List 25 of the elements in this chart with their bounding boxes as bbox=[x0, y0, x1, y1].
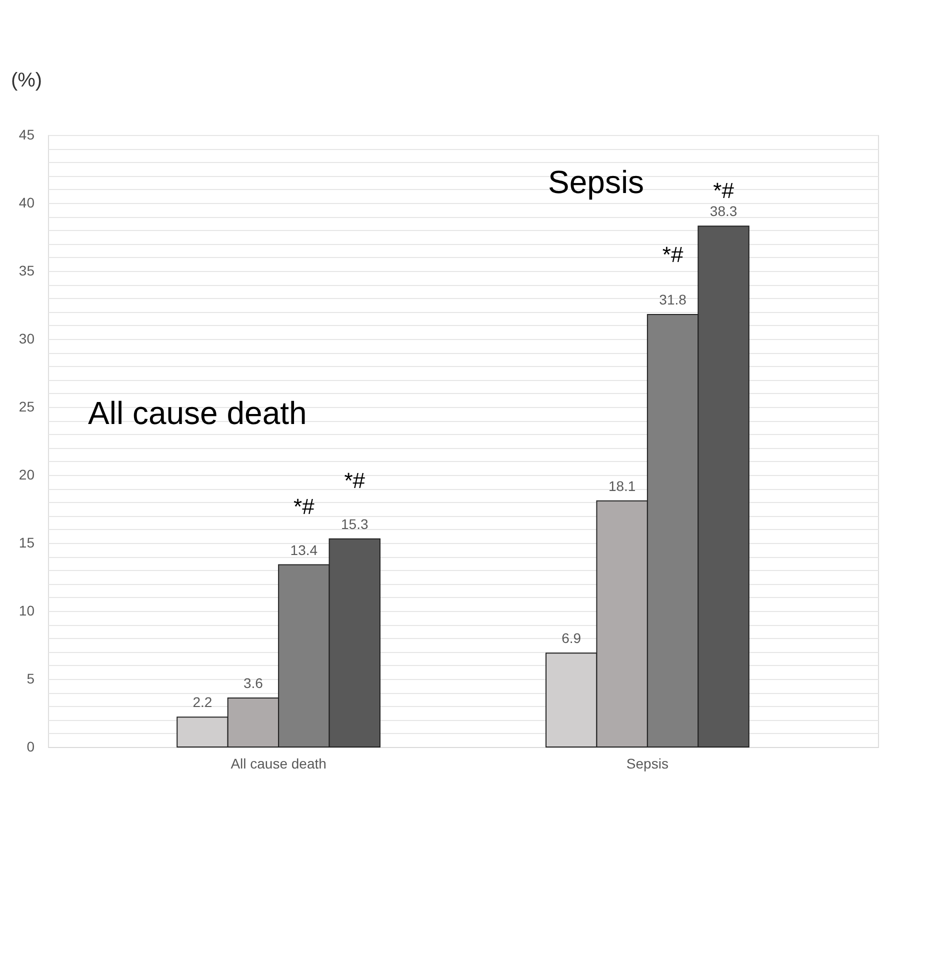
y-tick-label: 35 bbox=[18, 262, 35, 278]
y-tick-label: 25 bbox=[18, 398, 35, 414]
data-label: 31.8 bbox=[659, 292, 687, 308]
annotation: *# bbox=[713, 178, 735, 203]
data-label: 15.3 bbox=[341, 516, 368, 532]
y-tick-label: 0 bbox=[26, 738, 35, 754]
data-label: 38.3 bbox=[710, 203, 738, 220]
data-label: 6.9 bbox=[562, 630, 582, 646]
data-label: 13.4 bbox=[290, 542, 318, 558]
annotation: *# bbox=[662, 242, 684, 267]
y-tick-label: 15 bbox=[18, 534, 35, 550]
annotation: All cause death bbox=[88, 395, 307, 431]
y-tick-label: 10 bbox=[18, 602, 35, 618]
annotation: Sepsis bbox=[548, 164, 644, 200]
y-tick-label: 20 bbox=[18, 466, 35, 482]
y-tick-label: 5 bbox=[26, 670, 35, 686]
annotation: *# bbox=[294, 494, 316, 519]
y-tick-label: 40 bbox=[18, 194, 35, 210]
data-label: 3.6 bbox=[243, 675, 264, 692]
y-tick-label: 30 bbox=[18, 330, 35, 346]
data-label: 2.2 bbox=[192, 694, 212, 710]
y-axis-title: (%) bbox=[10, 70, 42, 92]
data-label: 18.1 bbox=[608, 478, 636, 494]
annotation: *# bbox=[344, 468, 366, 493]
y-tick-label: 45 bbox=[18, 126, 35, 142]
